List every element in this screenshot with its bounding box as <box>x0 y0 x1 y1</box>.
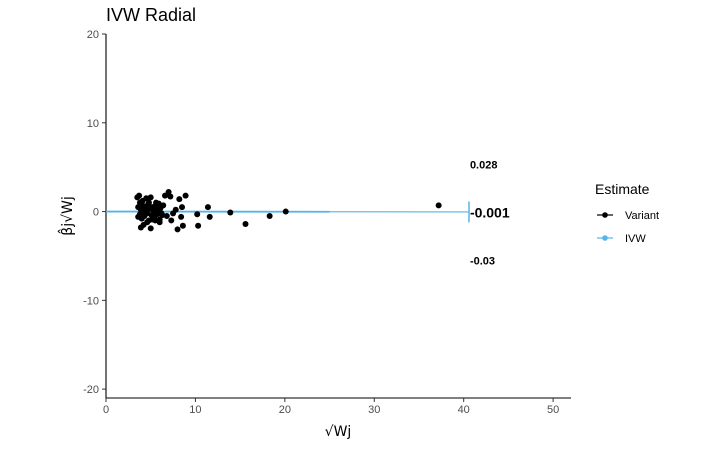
variant-point <box>179 222 186 229</box>
variant-point <box>194 211 201 218</box>
annotation-label: 0.028 <box>470 160 498 172</box>
variant-points <box>134 189 442 233</box>
variant-point <box>179 204 186 211</box>
legend-key-variant-dot <box>602 212 608 218</box>
x-tick-label: 10 <box>189 404 201 416</box>
variant-point <box>142 209 149 216</box>
variant-point <box>172 206 179 213</box>
variant-point <box>174 226 181 233</box>
x-tick-label: 20 <box>279 404 291 416</box>
variant-point <box>206 213 213 220</box>
chart-title: IVW Radial <box>106 5 196 25</box>
variant-point <box>160 202 167 209</box>
variant-point <box>159 212 166 219</box>
y-tick-label: -20 <box>83 384 99 396</box>
x-tick-label: 50 <box>547 404 559 416</box>
legend: Estimate Variant IVW <box>595 181 659 245</box>
legend-entry-variant: Variant <box>597 210 659 222</box>
y-tick-label: 0 <box>93 207 99 219</box>
variant-point <box>266 213 273 219</box>
variant-point <box>147 225 154 232</box>
axes: 0 10 20 30 40 50 -20 -10 0 10 20 <box>83 29 571 416</box>
variant-point <box>149 216 156 223</box>
variant-point <box>227 209 234 216</box>
variant-point <box>144 219 151 226</box>
variant-point <box>136 192 143 199</box>
variant-point <box>195 222 202 229</box>
variant-point <box>153 211 160 218</box>
annotations: 0.028 -0.001 -0.03 <box>470 160 510 268</box>
variant-point <box>145 199 152 206</box>
y-tick-label: 20 <box>87 29 99 41</box>
variant-point <box>435 202 442 209</box>
variant-point <box>136 199 143 206</box>
y-tick-label: 10 <box>87 118 99 130</box>
y-axis-label: β̂j√Wj <box>57 196 76 235</box>
legend-title: Estimate <box>595 181 650 197</box>
legend-label-ivw: IVW <box>625 233 646 245</box>
variant-point <box>135 213 142 220</box>
variant-point <box>153 202 160 209</box>
variant-point <box>168 217 175 224</box>
variant-point <box>156 219 163 226</box>
annotation-label: -0.03 <box>470 255 495 267</box>
variant-point <box>182 192 189 199</box>
variant-point <box>163 213 170 219</box>
y-tick-label: -10 <box>83 295 99 307</box>
legend-entry-ivw: IVW <box>597 233 646 245</box>
variant-point <box>282 208 289 215</box>
x-axis-label: √Wj <box>325 424 352 440</box>
legend-label-variant: Variant <box>625 210 659 222</box>
variant-point <box>167 193 174 200</box>
variant-point <box>242 220 249 227</box>
annotation-label: -0.001 <box>470 204 510 220</box>
legend-key-ivw-dot <box>602 235 608 241</box>
x-tick-label: 0 <box>103 404 109 416</box>
x-tick-label: 30 <box>368 404 380 416</box>
variant-point <box>178 213 185 220</box>
variant-point <box>143 195 150 202</box>
variant-point <box>176 196 183 203</box>
x-tick-label: 40 <box>458 404 470 416</box>
variant-point <box>147 194 154 201</box>
variant-point <box>204 204 211 211</box>
